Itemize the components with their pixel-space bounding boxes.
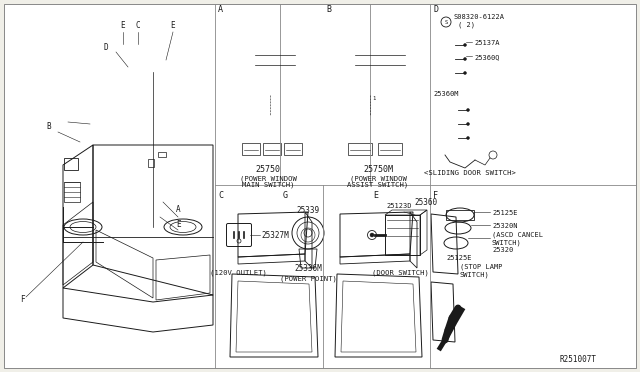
Text: 25123D: 25123D: [386, 203, 412, 209]
Circle shape: [467, 137, 470, 140]
Circle shape: [463, 58, 467, 61]
Text: (DOOR SWITCH): (DOOR SWITCH): [372, 270, 428, 276]
Bar: [158, 152, 166, 157]
Text: A: A: [176, 205, 180, 214]
Text: 25360: 25360: [414, 198, 437, 207]
Text: MAIN SWITCH): MAIN SWITCH): [242, 182, 294, 189]
Text: D: D: [433, 5, 438, 14]
Text: S08320-6122A: S08320-6122A: [453, 14, 504, 20]
Text: 25336M: 25336M: [294, 264, 322, 273]
Text: <SLIDING DOOR SWITCH>: <SLIDING DOOR SWITCH>: [424, 170, 516, 176]
Text: D: D: [104, 43, 109, 52]
Text: B: B: [46, 122, 51, 131]
Text: 25339: 25339: [296, 206, 319, 215]
Text: (POWER WINDOW: (POWER WINDOW: [239, 175, 296, 182]
Text: B: B: [326, 5, 331, 14]
Text: ( 2): ( 2): [458, 21, 475, 28]
Text: 25750: 25750: [255, 165, 280, 174]
Text: F: F: [433, 191, 438, 200]
Bar: [446, 210, 474, 220]
Circle shape: [463, 71, 467, 74]
Bar: [64, 158, 78, 170]
Text: 25360Q: 25360Q: [474, 54, 499, 60]
Text: E: E: [120, 21, 125, 30]
Text: 25320: 25320: [492, 247, 513, 253]
Text: E: E: [170, 21, 175, 30]
Text: 25320N: 25320N: [492, 223, 518, 229]
Text: 25137A: 25137A: [474, 40, 499, 46]
Text: (STOP LAMP: (STOP LAMP: [460, 263, 502, 269]
Text: E: E: [176, 220, 180, 229]
Text: C: C: [218, 191, 223, 200]
Text: (120V OUTLET): (120V OUTLET): [209, 270, 266, 276]
Text: G: G: [283, 191, 288, 200]
Bar: [64, 182, 80, 202]
Text: ASSIST SWITCH): ASSIST SWITCH): [348, 182, 408, 189]
Text: 25327M: 25327M: [261, 231, 289, 240]
Text: 25125E: 25125E: [446, 255, 472, 261]
Circle shape: [467, 122, 470, 125]
Circle shape: [467, 109, 470, 112]
Text: 25125E: 25125E: [492, 210, 518, 216]
Text: C: C: [135, 21, 140, 30]
Text: S: S: [444, 19, 447, 25]
Text: 1: 1: [372, 96, 375, 101]
Text: SWITCH): SWITCH): [460, 271, 490, 278]
Text: A: A: [218, 5, 223, 14]
Text: (ASCD CANCEL: (ASCD CANCEL: [492, 231, 543, 237]
Text: 25360M: 25360M: [433, 91, 458, 97]
Circle shape: [463, 44, 467, 46]
Circle shape: [370, 233, 374, 237]
Text: R251007T: R251007T: [560, 355, 597, 364]
Bar: [148, 159, 154, 167]
Text: E: E: [373, 191, 378, 200]
Text: 25750M: 25750M: [363, 165, 393, 174]
Text: (POWER POINT): (POWER POINT): [280, 275, 337, 282]
Text: SWITCH): SWITCH): [492, 239, 522, 246]
Text: F: F: [20, 295, 24, 304]
Text: (POWER WINDOW: (POWER WINDOW: [349, 175, 406, 182]
